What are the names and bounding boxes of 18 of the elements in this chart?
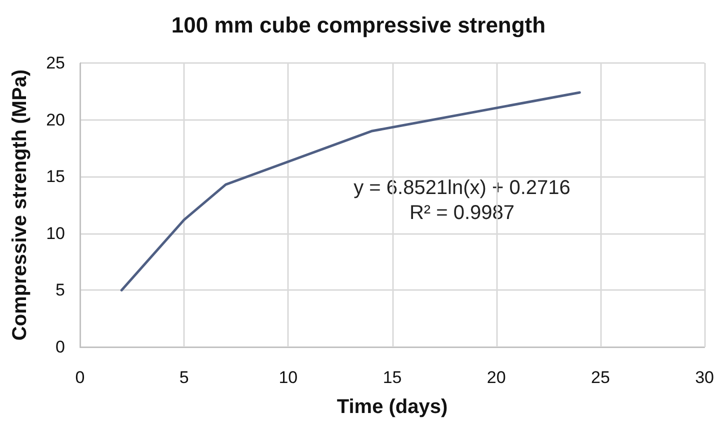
x-tick-label: 5 bbox=[179, 368, 189, 387]
y-tick-label: 10 bbox=[46, 224, 65, 243]
y-tick-label: 25 bbox=[46, 54, 65, 72]
x-tick-label: 15 bbox=[382, 368, 402, 387]
x-tick-label: 20 bbox=[486, 368, 506, 387]
y-axis-title: Compressive strength (MPa) bbox=[9, 69, 31, 341]
line-series bbox=[120, 91, 581, 292]
x-tick-label: 25 bbox=[590, 368, 610, 387]
y-tick-label: 20 bbox=[46, 110, 65, 130]
x-tick-label: 30 bbox=[695, 368, 714, 387]
y-tick-label: 5 bbox=[56, 280, 65, 300]
y-tick-label: 0 bbox=[56, 338, 65, 356]
x-axis-title: Time (days) bbox=[336, 396, 448, 418]
y-tick-label: 15 bbox=[46, 167, 65, 186]
chart-title: 100 mm cube compressive strength bbox=[171, 12, 546, 38]
x-tick-label: 0 bbox=[75, 368, 85, 387]
annotation: R² = 0.9987 bbox=[409, 202, 515, 224]
x-tick-label: 10 bbox=[278, 368, 298, 387]
